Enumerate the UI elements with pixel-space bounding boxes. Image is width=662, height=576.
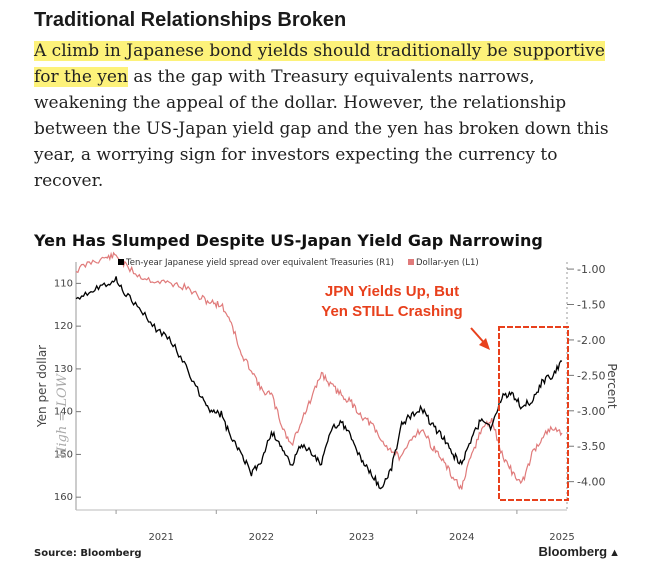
left-tick-label: 150 — [54, 449, 73, 460]
x-tick-label: 2024 — [449, 532, 474, 543]
brand-name: Bloomberg — [538, 544, 608, 559]
series-line-dollar-yen — [75, 251, 563, 490]
left-tick-label: 160 — [54, 492, 73, 503]
right-tick-label: -2.00 — [577, 334, 605, 347]
right-tick-label: -2.50 — [577, 369, 605, 382]
legend-label-spread: Ten-year Japanese yield spread over equi… — [125, 258, 394, 268]
chart-legend: Ten-year Japanese yield spread over equi… — [118, 258, 479, 268]
left-tick-label: 120 — [54, 321, 73, 332]
x-tick-label: 2021 — [148, 532, 173, 543]
series-line-yield-spread — [75, 276, 563, 490]
right-tick-label: -1.00 — [577, 263, 605, 276]
left-axis-label: Yen per dollar — [35, 345, 49, 428]
chart-axes: 110 120 130 140 150 160 Yen per dollar High = L… — [35, 262, 619, 543]
bloomberg-mark-icon: ▲ — [609, 547, 620, 559]
annotation-box — [498, 326, 569, 501]
x-tick-label: 2023 — [349, 532, 374, 543]
chart-series — [75, 251, 563, 490]
right-tick-label: -4.00 — [577, 476, 605, 489]
brand-logo: Bloomberg ▲ — [538, 544, 620, 559]
body-rest: as the gap with Treasury equivalents nar… — [34, 67, 609, 191]
article-headline: Traditional Relationships Broken — [34, 9, 347, 31]
right-tick-label: -1.50 — [577, 299, 605, 312]
source-note: Source: Bloomberg — [34, 548, 142, 559]
annotation-arrow-head — [479, 338, 490, 350]
left-tick-label: 140 — [54, 407, 73, 418]
legend-swatch-spread — [118, 259, 124, 265]
left-tick-label: 110 — [54, 278, 73, 289]
chart-annotation: JPN Yields Up, But Yen STILL Crashing — [321, 283, 569, 501]
right-axis-label: Percent — [605, 363, 619, 408]
annotation-line-1: JPN Yields Up, But — [325, 283, 459, 300]
legend-swatch-dollar-yen — [408, 259, 414, 265]
annotation-line-2: Yen STILL Crashing — [321, 303, 462, 320]
right-tick-label: -3.50 — [577, 440, 605, 453]
chart-title: Yen Has Slumped Despite US-Japan Yield G… — [34, 231, 543, 250]
x-tick-label: 2025 — [549, 532, 574, 543]
left-tick-label: 130 — [54, 364, 73, 375]
legend-label-dollar-yen: Dollar-yen (L1) — [416, 258, 479, 268]
x-tick-label: 2022 — [249, 532, 274, 543]
article-body: A climb in Japanese bond yields should t… — [34, 38, 624, 194]
hand-note: High = LOW — [55, 372, 70, 459]
right-tick-label: -3.00 — [577, 405, 605, 418]
